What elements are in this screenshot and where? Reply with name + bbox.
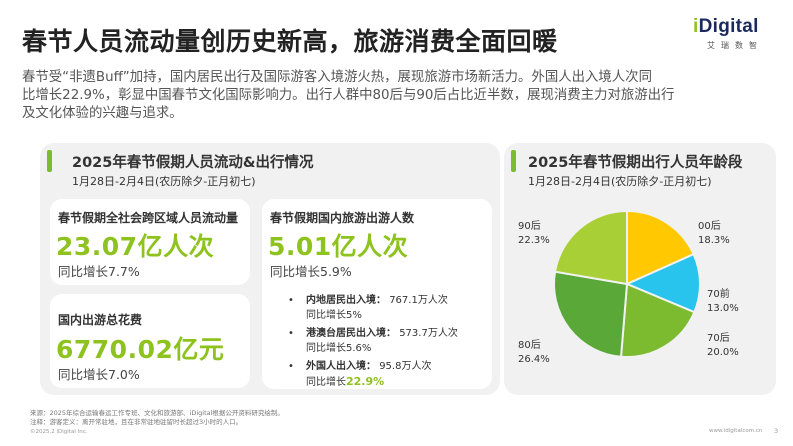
pie-slice-80s [553, 270, 629, 358]
page-number: 3 [774, 427, 779, 435]
brand-logo: iDigital 艾瑞数智 [693, 16, 773, 54]
foreign-growth-highlight: 22.9% [346, 375, 385, 388]
intro-paragraph: 春节受“非遗Buff”加持，国内居民出行及国际游客入境游火热，展现旅游市场新活力… [22, 69, 762, 123]
domestic-trips-value: 5.01亿人次 [268, 232, 409, 261]
pie-slice-pre70s [624, 252, 701, 314]
border-crossing-list: 内地居民出入境： 767.1万人次 同比增长5% 港澳台居民出入境： 573.7… [288, 293, 488, 393]
list-item: 内地居民出入境： 767.1万人次 同比增长5% [288, 293, 488, 323]
pie-label-00s: 00后 18.3% [698, 221, 730, 246]
website-url: www.idigitalcom.cn [709, 428, 763, 434]
card-title-accent [47, 150, 52, 172]
domestic-spend-growth: 同比增长7.0% [58, 367, 140, 382]
domestic-trips-growth: 同比增长5.9% [270, 264, 352, 279]
domestic-spend-box: 国内出游总花费 6770.02亿元 同比增长7.0% [50, 294, 250, 388]
pie-label-70s: 70后 20.0% [707, 333, 739, 358]
source-note: 来源：2025年综合运输春运工作专班、文化和旅游部、iDigital根据公开资料… [30, 409, 284, 417]
pie-label-80s: 80后 26.4% [518, 340, 550, 365]
travel-stats-date: 1月28日-2月4日(农历除夕-正月初七) [72, 175, 256, 188]
domestic-trips-label: 春节假期国内旅游出游人数 [270, 211, 415, 225]
travel-stats-title: 2025年春节假期人员流动&出行情况 [72, 155, 314, 171]
age-pie-chart: 90后 22.3% 00后 18.3% 70前 13.0% 70后 20.0% … [498, 188, 768, 378]
pie-slice-00s [626, 209, 695, 286]
cross-region-flow-box: 春节假期全社会跨区域人员流动量 23.07亿人次 同比增长7.7% [50, 199, 250, 285]
pie-slice-90s [553, 209, 628, 286]
pie-slice-70s [619, 282, 696, 358]
intro-line-3: 及文化体验的兴趣与追求。 [22, 106, 183, 121]
travel-stats-card: 2025年春节假期人员流动&出行情况 1月28日-2月4日(农历除夕-正月初七)… [40, 143, 500, 395]
cross-region-growth: 同比增长7.7% [58, 264, 140, 279]
list-item: 港澳台居民出入境： 573.7万人次 同比增长5.6% [288, 326, 488, 356]
age-group-title: 2025年春节假期出行人员年龄段 [528, 155, 743, 171]
cross-region-label: 春节假期全社会跨区域人员流动量 [58, 211, 239, 225]
age-group-date: 1月28日-2月4日(农历除夕-正月初七) [528, 175, 712, 188]
age-pie-svg [553, 209, 701, 358]
intro-line-2: 比增长22.9%，彰显中国春节文化国际影响力。出行人群中80后与90后占比近半数… [22, 88, 675, 103]
logo-subtitle: 艾瑞数智 [707, 41, 763, 50]
pie-label-pre70s: 70前 13.0% [707, 289, 739, 314]
list-item: 外国人出入境： 95.8万人次 同比增长22.9% [288, 359, 488, 390]
definition-note: 注释：游客定义：离开常驻地，且在非常驻地驻留时长超过3小时的人口。 [30, 418, 243, 426]
logo-wordmark: iDigital [693, 16, 759, 37]
card-title-accent [511, 150, 516, 172]
domestic-spend-value: 6770.02亿元 [56, 335, 225, 364]
domestic-spend-label: 国内出游总花费 [58, 313, 143, 327]
cross-region-value: 23.07亿人次 [56, 232, 215, 261]
page-title: 春节人员流动量创历史新高，旅游消费全面回暖 [22, 27, 558, 56]
copyright: ©2025.2 iDigital Inc. [30, 429, 88, 435]
intro-line-1: 春节受“非遗Buff”加持，国内居民出行及国际游客入境游火热，展现旅游市场新活力… [22, 70, 652, 85]
pie-label-90s: 90后 22.3% [518, 221, 550, 246]
